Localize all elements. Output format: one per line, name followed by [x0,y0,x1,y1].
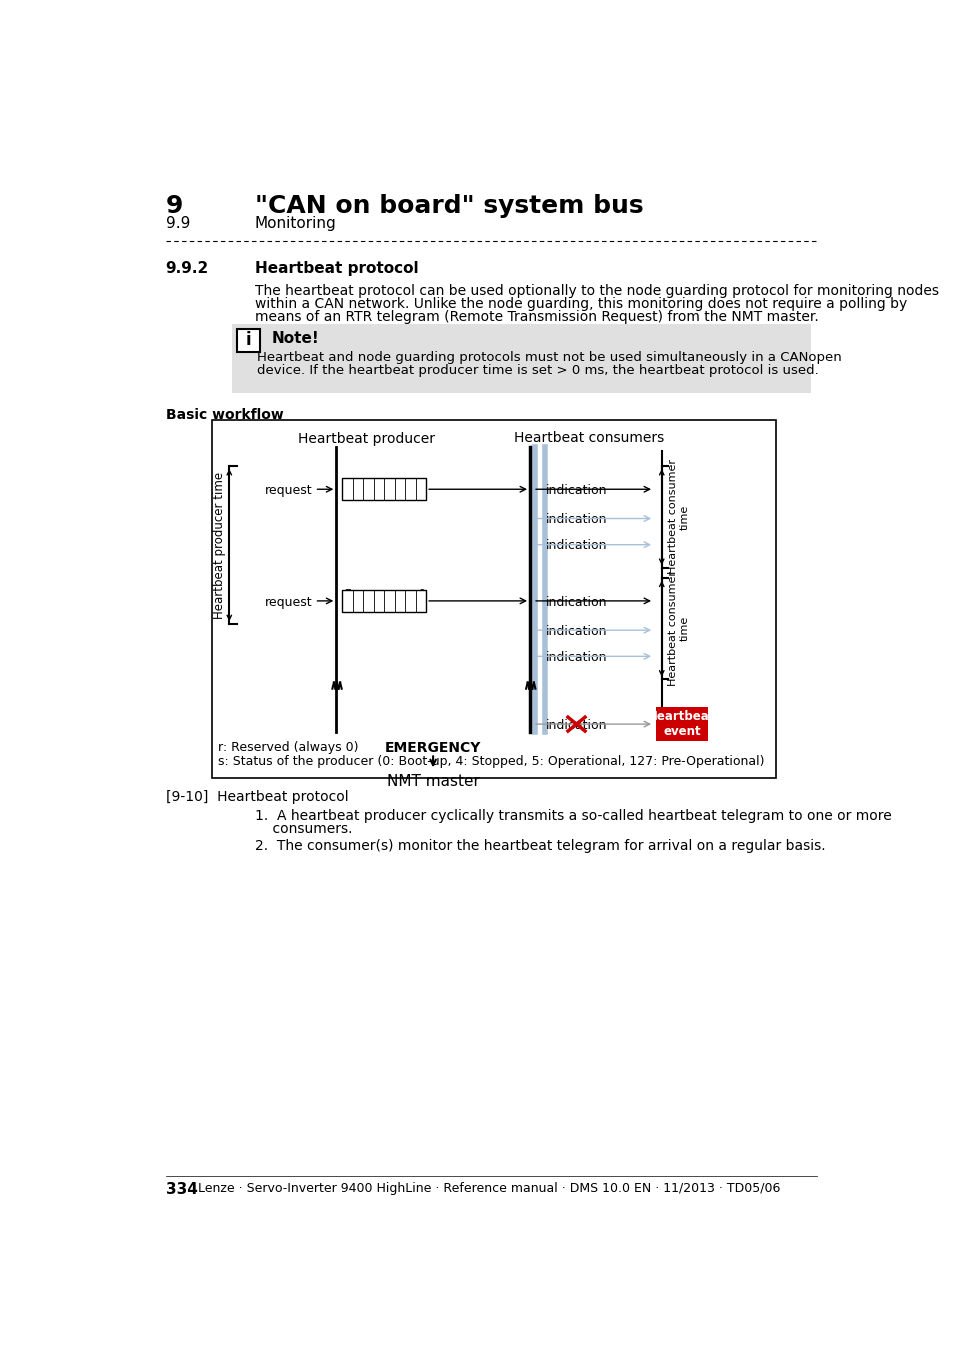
Text: 7: 7 [344,590,351,599]
Text: Heartbeat and node guarding protocols must not be used simultaneously in a CANop: Heartbeat and node guarding protocols mu… [257,351,841,364]
Text: indication: indication [545,625,606,637]
Text: Heartbeat
event: Heartbeat event [647,710,715,738]
Text: within a CAN network. Unlike the node guarding, this monitoring does not require: within a CAN network. Unlike the node gu… [254,297,906,310]
Text: indication: indication [545,513,606,526]
Text: 2.  The consumer(s) monitor the heartbeat telegram for arrival on a regular basi: 2. The consumer(s) monitor the heartbeat… [254,838,824,853]
Text: Monitoring: Monitoring [254,216,336,231]
Text: r: Reserved (always 0): r: Reserved (always 0) [218,741,358,755]
Text: 0: 0 [417,590,424,599]
Text: Heartbeat protocol: Heartbeat protocol [254,261,418,275]
Text: Lenze · Servo-Inverter 9400 HighLine · Reference manual · DMS 10.0 EN · 11/2013 : Lenze · Servo-Inverter 9400 HighLine · R… [197,1183,780,1195]
Text: indication: indication [545,718,606,732]
Text: i: i [246,331,252,350]
Text: indication: indication [545,595,606,609]
Text: Heartbeat producer time: Heartbeat producer time [213,471,226,618]
Text: 0: 0 [417,478,424,487]
Text: r: r [344,597,349,606]
Text: consumers.: consumers. [254,822,352,836]
Text: 9: 9 [166,194,183,219]
Text: 334: 334 [166,1183,197,1197]
Text: [9-10]  Heartbeat protocol: [9-10] Heartbeat protocol [166,790,348,803]
Text: 1.  A heartbeat producer cyclically transmits a so-called heartbeat telegram to : 1. A heartbeat producer cyclically trans… [254,809,891,822]
Text: Heartbeat consumer
time: Heartbeat consumer time [667,459,689,575]
Text: s: Status of the producer (0: Boot-up, 4: Stopped, 5: Operational, 127: Pre-Oper: s: Status of the producer (0: Boot-up, 4… [218,755,764,768]
Text: NMT master: NMT master [386,774,479,790]
Text: request: request [265,595,313,609]
Bar [655,707,707,741]
Text: indication: indication [545,483,606,497]
Text: s: s [385,597,391,606]
Text: request: request [265,483,313,497]
Text: Note!: Note! [271,331,318,347]
Text: EMERGENCY: EMERGENCY [384,741,481,755]
Bar [232,324,810,393]
Text: indication: indication [545,539,606,552]
Text: 7: 7 [344,478,351,487]
Text: means of an RTR telegram (Remote Transmission Request) from the NMT master.: means of an RTR telegram (Remote Transmi… [254,310,818,324]
Bar [342,590,426,612]
Bar [212,420,776,778]
Text: Basic workflow: Basic workflow [166,409,283,423]
Text: r: r [344,485,349,494]
Text: device. If the heartbeat producer time is set > 0 ms, the heartbeat protocol is : device. If the heartbeat producer time i… [257,363,818,377]
Bar [236,329,260,352]
Text: Heartbeat consumers: Heartbeat consumers [514,432,664,446]
Text: indication: indication [545,651,606,664]
Text: "CAN on board" system bus: "CAN on board" system bus [254,194,643,219]
Text: The heartbeat protocol can be used optionally to the node guarding protocol for : The heartbeat protocol can be used optio… [254,284,938,297]
Text: Heartbeat producer: Heartbeat producer [297,432,434,446]
Text: s: s [385,485,391,494]
Text: Heartbeat consumer
time: Heartbeat consumer time [667,571,689,686]
Text: 9.9.2: 9.9.2 [166,261,209,275]
Bar [342,478,426,500]
Text: 9.9: 9.9 [166,216,190,231]
